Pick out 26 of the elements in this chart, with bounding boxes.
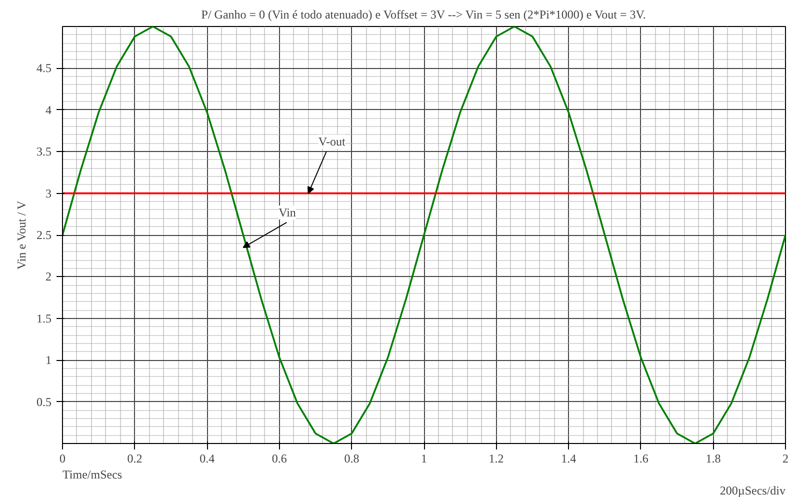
text: 200µSecs/div (720, 484, 786, 497)
x-tick-label: 1 (421, 452, 427, 466)
y-tick-label: 2.5 (36, 228, 52, 242)
x-tick-label: 0 (60, 452, 66, 466)
y-tick-label: 4 (46, 102, 52, 117)
x-tick-label: 0.4 (200, 452, 215, 466)
y-tick-label: 1.5 (36, 311, 52, 326)
y-tick-label: 1 (46, 353, 52, 368)
y-tick-label: 3.5 (36, 144, 52, 159)
y-tick-label: 2 (46, 270, 52, 284)
y-tick-label: 3 (46, 186, 52, 200)
x-tick-label: 1.2 (488, 452, 504, 466)
text: Time/mSecs (62, 468, 122, 482)
y-tick-label: 0.5 (36, 394, 52, 409)
x-tick-label: 0.8 (344, 452, 360, 466)
x-tick-label: 1.8 (706, 452, 721, 466)
x-tick-label: 1.6 (633, 452, 648, 466)
annotation: V-out (318, 134, 346, 149)
x-tick-label: 0.2 (127, 452, 142, 466)
chart-title: P/ Ganho = 0 (Vin é todo atenuado) e Voffset = 3V --> Vin = 5 sen (2*Pi*1000) e Vout = 3V. (201, 8, 646, 22)
y-tick-label: 4.5 (36, 61, 52, 76)
y-axis-title: Vin e Vout / V (14, 200, 28, 270)
x-tick-label: 0.6 (272, 452, 287, 466)
annotation: Vin (278, 205, 296, 220)
x-tick-label: 1.4 (561, 452, 576, 466)
x-tick-label: 2 (782, 452, 788, 466)
